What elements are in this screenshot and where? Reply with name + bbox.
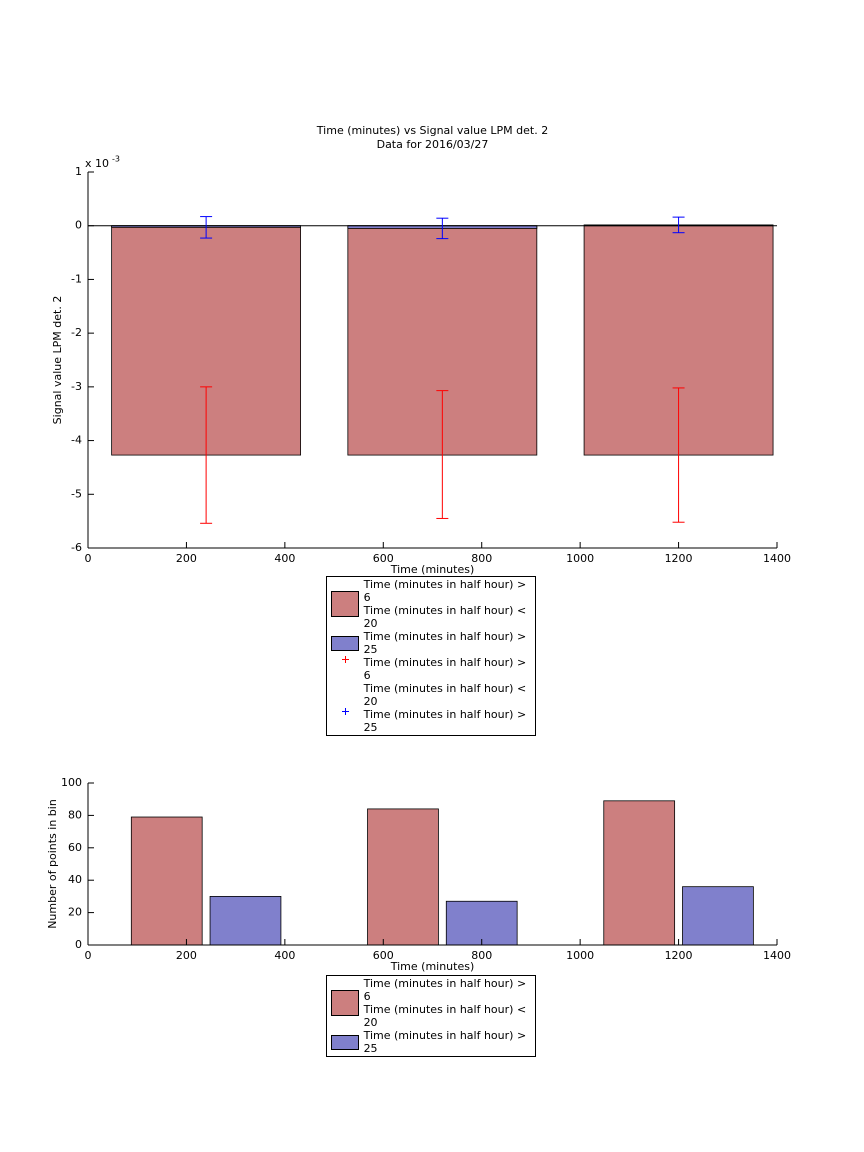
legend-marker xyxy=(341,656,349,663)
bar xyxy=(445,900,518,946)
legend-item: Time (minutes in half hour) > 6 Time (mi… xyxy=(327,656,535,708)
x-tick-label: 600 xyxy=(373,949,394,962)
legend-marker-v xyxy=(344,708,346,715)
legend-key xyxy=(331,1034,360,1050)
x-tick-label: 0 xyxy=(85,552,92,565)
error-bar xyxy=(672,216,685,234)
legend-key xyxy=(331,635,360,651)
x-tick-label: 1400 xyxy=(763,552,791,565)
legend-label: Time (minutes in half hour) > 25 xyxy=(363,708,527,734)
legend-swatch xyxy=(331,591,360,617)
error-bar xyxy=(200,216,213,239)
y-tick-label: -5 xyxy=(71,487,82,500)
chart-title: Time (minutes) vs Signal value LPM det. … xyxy=(316,124,548,137)
y-exponent-base: x 10 xyxy=(85,157,109,170)
x-tick-label: 1000 xyxy=(566,949,594,962)
y-tick-label: 20 xyxy=(68,906,82,919)
y-tick-label: 40 xyxy=(68,873,82,886)
legend-label: Time (minutes in half hour) > 6 Time (mi… xyxy=(363,578,527,630)
x-tick-label: 1400 xyxy=(763,949,791,962)
error-bar xyxy=(200,386,213,524)
legend-swatch xyxy=(331,635,360,651)
y-tick-label: 80 xyxy=(68,808,82,821)
x-tick-label: 0 xyxy=(85,949,92,962)
x-tick-label: 1000 xyxy=(566,552,594,565)
legend: Time (minutes in half hour) > 6 Time (mi… xyxy=(326,975,536,1057)
x-tick-label: 200 xyxy=(176,949,197,962)
error-bar xyxy=(436,217,449,240)
bar xyxy=(603,800,676,946)
chart-subtitle: Data for 2016/03/27 xyxy=(377,138,489,151)
legend: Time (minutes in half hour) > 6 Time (mi… xyxy=(326,576,536,736)
y-axis-label: Number of points in bin xyxy=(46,799,59,929)
legend-label: Time (minutes in half hour) > 6 Time (mi… xyxy=(363,977,527,1029)
x-tick-label: 600 xyxy=(373,552,394,565)
x-axis-label: Time (minutes) xyxy=(390,563,475,576)
y-tick-label: -2 xyxy=(71,326,82,339)
legend-key xyxy=(331,990,360,1016)
legend-item: Time (minutes in half hour) > 25 xyxy=(327,1029,535,1055)
x-tick-label: 800 xyxy=(471,949,492,962)
x-tick-label: 1200 xyxy=(665,552,693,565)
error-bar xyxy=(672,387,685,523)
y-tick-label: -1 xyxy=(71,272,82,285)
legend-label: Time (minutes in half hour) > 25 xyxy=(363,1029,527,1055)
legend-key xyxy=(331,591,360,617)
y-tick-label: -6 xyxy=(71,541,82,554)
error-bar xyxy=(436,390,449,519)
x-tick-label: 400 xyxy=(274,552,295,565)
bar xyxy=(367,808,439,946)
x-tick-label: 800 xyxy=(471,552,492,565)
legend-key xyxy=(331,708,360,715)
legend-label: Time (minutes in half hour) > 6 Time (mi… xyxy=(363,656,527,708)
x-tick-label: 1200 xyxy=(665,949,693,962)
y-axis-label: Signal value LPM det. 2 xyxy=(51,296,64,425)
y-tick-label: 1 xyxy=(75,165,82,178)
y-tick-label: 0 xyxy=(75,219,82,232)
x-tick-label: 200 xyxy=(176,552,197,565)
bar xyxy=(209,896,282,946)
bar xyxy=(682,886,754,946)
legend-marker xyxy=(341,708,349,715)
y-tick-label: 100 xyxy=(61,776,82,789)
legend-label: Time (minutes in half hour) > 25 xyxy=(363,630,527,656)
x-tick-label: 400 xyxy=(274,949,295,962)
y-tick-label: 0 xyxy=(75,938,82,951)
y-tick-label: -3 xyxy=(71,380,82,393)
y-exponent-power: -3 xyxy=(112,155,120,164)
bar xyxy=(130,816,203,946)
y-tick-label: -4 xyxy=(71,434,82,447)
legend-key xyxy=(331,656,360,663)
legend-swatch xyxy=(331,1034,360,1050)
legend-swatch xyxy=(331,990,360,1016)
legend-item: Time (minutes in half hour) > 25 xyxy=(327,708,535,734)
x-axis-label: Time (minutes) xyxy=(390,960,475,973)
y-tick-label: 60 xyxy=(68,841,82,854)
legend-item: Time (minutes in half hour) > 6 Time (mi… xyxy=(327,578,535,630)
legend-item: Time (minutes in half hour) > 6 Time (mi… xyxy=(327,977,535,1029)
legend-marker-v xyxy=(344,656,346,663)
legend-item: Time (minutes in half hour) > 25 xyxy=(327,630,535,656)
